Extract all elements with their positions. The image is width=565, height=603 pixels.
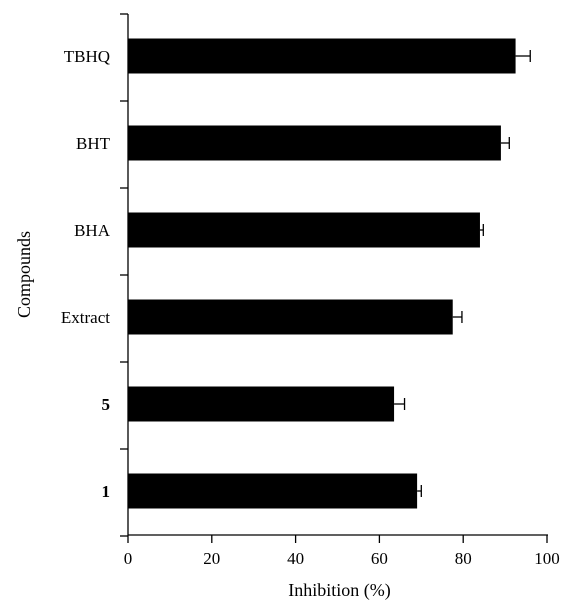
category-label: BHA [74, 221, 111, 240]
x-tick-label: 60 [371, 549, 388, 568]
category-label: 5 [102, 395, 111, 414]
y-axis-title: Compounds [14, 231, 34, 318]
error-bars [394, 50, 531, 497]
axes [127, 14, 548, 536]
bar [128, 473, 418, 509]
x-tick-label: 100 [534, 549, 560, 568]
bar [128, 386, 395, 422]
x-tick-label: 20 [203, 549, 220, 568]
category-label: Extract [61, 308, 110, 327]
y-axis-ticks [120, 13, 128, 537]
category-label: TBHQ [64, 47, 110, 66]
x-axis-ticks [127, 535, 548, 543]
bar [128, 212, 480, 248]
x-tick-labels: 0 20 40 60 80 100 [124, 549, 560, 568]
x-tick-label: 80 [455, 549, 472, 568]
x-tick-label: 0 [124, 549, 133, 568]
bars [128, 38, 516, 509]
bar [128, 125, 501, 161]
category-label: 1 [102, 482, 111, 501]
category-label: BHT [76, 134, 111, 153]
bar [128, 38, 516, 74]
category-labels: TBHQ BHT BHA Extract 5 1 [61, 47, 111, 501]
bar [128, 299, 453, 335]
x-tick-label: 40 [287, 549, 304, 568]
x-axis-title: Inhibition (%) [288, 580, 390, 601]
